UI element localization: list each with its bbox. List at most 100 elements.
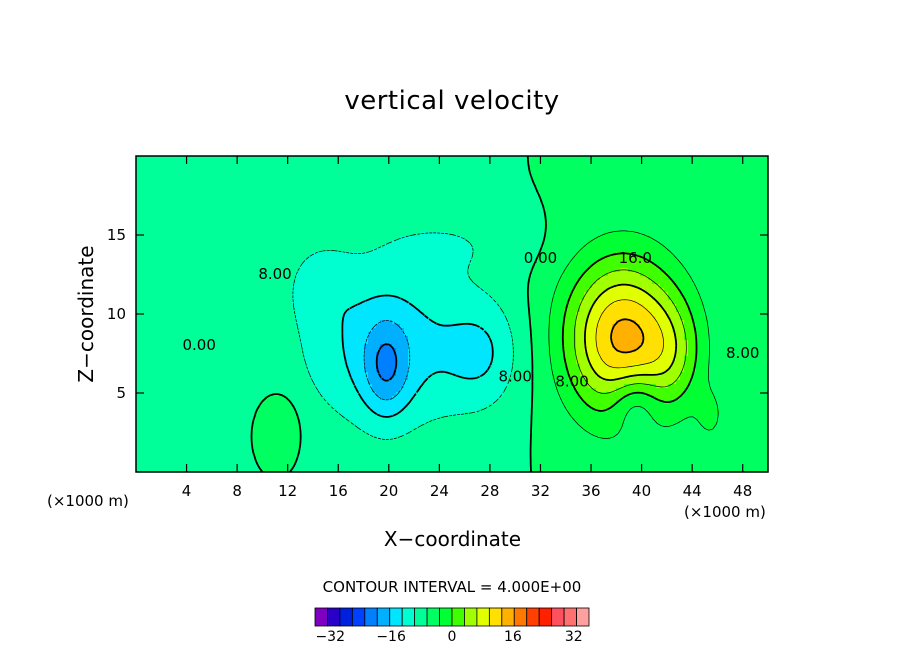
field-cell [588, 240, 593, 245]
field-cell [148, 168, 153, 173]
field-cell [392, 244, 397, 249]
field-cell [560, 200, 565, 205]
field-cell [684, 224, 689, 229]
field-cell [316, 204, 321, 209]
field-cell [336, 256, 341, 261]
field-cell [272, 240, 277, 245]
field-cell [476, 196, 481, 201]
field-cell [636, 236, 641, 241]
field-cell [148, 240, 153, 245]
field-cell [520, 188, 525, 193]
field-cell [624, 228, 629, 233]
field-cell [220, 176, 225, 181]
field-cell [192, 260, 197, 265]
field-cell [356, 172, 361, 177]
field-cell [172, 264, 177, 269]
field-cell [664, 276, 669, 281]
field-cell [740, 236, 745, 241]
field-cell [552, 156, 557, 161]
field-cell [424, 184, 429, 189]
field-cell [344, 272, 349, 277]
field-cell [392, 188, 397, 193]
field-cell [220, 180, 225, 185]
field-cell [296, 236, 301, 241]
field-cell [416, 196, 421, 201]
field-cell [500, 244, 505, 249]
field-cell [180, 236, 185, 241]
field-cell [560, 232, 565, 237]
field-cell [236, 244, 241, 249]
field-cell [704, 264, 709, 269]
field-cell [676, 260, 681, 265]
field-cell [644, 204, 649, 209]
field-cell [720, 248, 725, 253]
field-cell [576, 220, 581, 225]
field-cell [484, 196, 489, 201]
field-cell [152, 160, 157, 165]
field-cell [628, 236, 633, 241]
field-cell [280, 256, 285, 261]
field-cell [652, 236, 657, 241]
field-cell [748, 236, 753, 241]
field-cell [204, 184, 209, 189]
field-cell [308, 252, 313, 257]
field-cell [160, 280, 165, 285]
field-cell [176, 224, 181, 229]
field-cell [632, 212, 637, 217]
field-cell [576, 156, 581, 161]
field-cell [240, 264, 245, 269]
field-cell [716, 180, 721, 185]
field-cell [496, 164, 501, 169]
field-cell [224, 156, 229, 161]
field-cell [324, 264, 329, 269]
field-cell [520, 244, 525, 249]
field-cell [532, 168, 537, 173]
field-cell [512, 240, 517, 245]
field-cell [760, 192, 765, 197]
field-cell [560, 264, 565, 269]
field-cell [424, 208, 429, 213]
field-cell [680, 196, 685, 201]
field-cell [140, 160, 145, 165]
field-cell [524, 196, 529, 201]
field-cell [608, 192, 613, 197]
field-cell [212, 180, 217, 185]
field-cell [696, 212, 701, 217]
field-cell [236, 260, 241, 265]
field-cell [456, 240, 461, 245]
field-cell [344, 248, 349, 253]
field-cell [536, 164, 541, 169]
field-cell [304, 220, 309, 225]
field-cell [452, 196, 457, 201]
field-cell [740, 220, 745, 225]
field-cell [684, 212, 689, 217]
field-cell [404, 184, 409, 189]
field-cell [432, 192, 437, 197]
field-cell [552, 276, 557, 281]
field-cell [200, 228, 205, 233]
field-cell [480, 228, 485, 233]
field-cell [340, 244, 345, 249]
field-cell [436, 256, 441, 261]
field-cell [428, 252, 433, 257]
field-cell [512, 192, 517, 197]
field-cell [208, 212, 213, 217]
field-cell [568, 184, 573, 189]
field-cell [648, 236, 653, 241]
field-cell [628, 220, 633, 225]
field-cell [572, 224, 577, 229]
field-cell [328, 160, 333, 165]
field-cell [748, 224, 753, 229]
field-cell [236, 208, 241, 213]
field-cell [168, 224, 173, 229]
field-cell [480, 204, 485, 209]
field-cell [168, 236, 173, 241]
field-cell [492, 264, 497, 269]
field-cell [324, 192, 329, 197]
field-cell [316, 208, 321, 213]
field-cell [324, 156, 329, 161]
field-cell [356, 256, 361, 261]
field-cell [452, 176, 457, 181]
field-cell [700, 200, 705, 205]
field-cell [640, 260, 645, 265]
